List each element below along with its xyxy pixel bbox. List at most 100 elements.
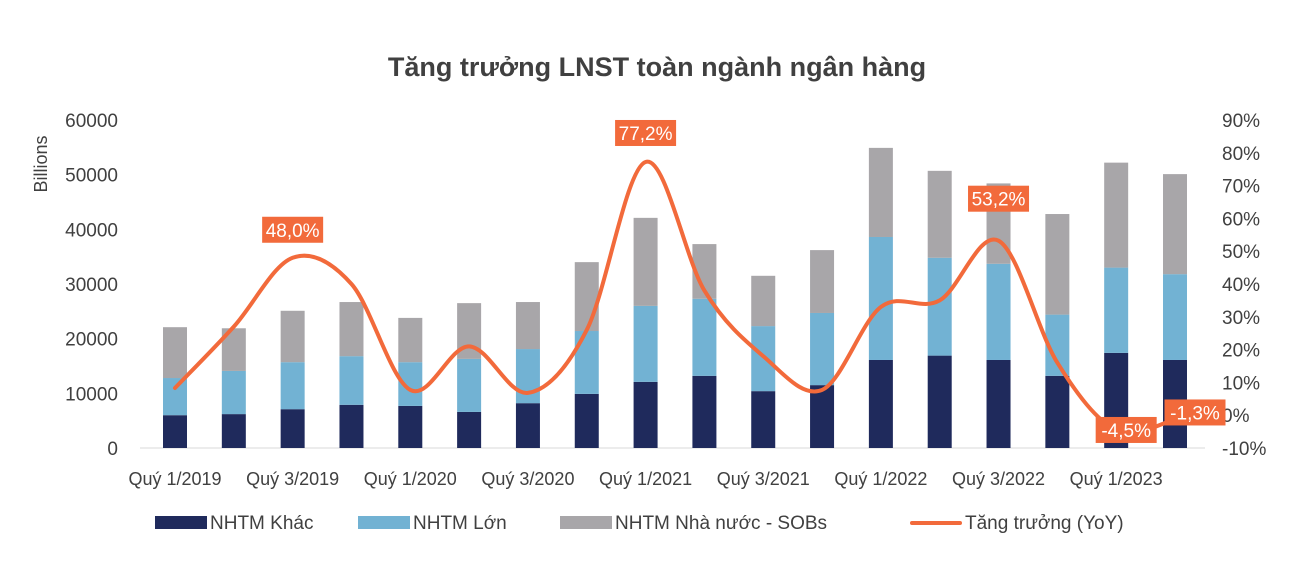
bar-nhtm-lon bbox=[869, 237, 893, 360]
x-tick-label: Quý 1/2019 bbox=[128, 469, 221, 489]
bar-nhtm-nha-nuoc bbox=[163, 327, 187, 378]
bar-nhtm-nha-nuoc bbox=[751, 276, 775, 326]
y2-tick-label: 50% bbox=[1222, 242, 1260, 263]
data-label: 48,0% bbox=[262, 217, 323, 243]
bar-nhtm-khac bbox=[987, 360, 1011, 448]
legend-item: NHTM Nhà nước - SOBs bbox=[560, 513, 827, 534]
y-tick-label: 60000 bbox=[65, 111, 118, 132]
y-tick-label: 30000 bbox=[65, 275, 118, 296]
bar-nhtm-lon bbox=[987, 264, 1011, 360]
x-tick-label: Quý 3/2022 bbox=[952, 469, 1045, 489]
y2-tick-label: 30% bbox=[1222, 308, 1260, 329]
bar-nhtm-nha-nuoc bbox=[281, 311, 305, 362]
legend-swatch bbox=[560, 516, 612, 529]
bar-nhtm-khac bbox=[457, 412, 481, 448]
y-tick-label: 40000 bbox=[65, 220, 118, 241]
bars bbox=[163, 148, 1187, 448]
legend-item: Tăng trưởng (YoY) bbox=[910, 513, 1124, 534]
chart-title: Tăng trưởng LNST toàn ngành ngân hàng bbox=[388, 52, 926, 82]
data-label-text: -4,5% bbox=[1101, 421, 1151, 442]
y2-tick-label: 20% bbox=[1222, 341, 1260, 362]
bar-nhtm-lon bbox=[163, 378, 187, 415]
legend-label: NHTM Khác bbox=[210, 513, 313, 534]
legend-label: Tăng trưởng (YoY) bbox=[965, 513, 1124, 534]
x-tick-label: Quý 1/2023 bbox=[1070, 469, 1163, 489]
data-label-text: 48,0% bbox=[266, 221, 320, 242]
bar-nhtm-nha-nuoc bbox=[928, 171, 952, 258]
bar-nhtm-lon bbox=[575, 331, 599, 394]
data-label-text: 77,2% bbox=[619, 124, 673, 145]
legend-swatch bbox=[910, 521, 962, 525]
bar-nhtm-khac bbox=[928, 356, 952, 448]
bar-nhtm-lon bbox=[634, 306, 658, 382]
bar-nhtm-lon bbox=[1104, 268, 1128, 353]
bar-nhtm-nha-nuoc bbox=[575, 262, 599, 331]
legend-swatch bbox=[155, 516, 207, 529]
bar-nhtm-lon bbox=[281, 362, 305, 409]
x-tick-label: Quý 1/2020 bbox=[364, 469, 457, 489]
y-axis-ticks: 0 10000 20000 30000 40000 50000 60000 bbox=[65, 111, 118, 460]
bar-nhtm-khac bbox=[575, 394, 599, 448]
data-label: -1,3% bbox=[1165, 399, 1226, 425]
y2-tick-label: 90% bbox=[1222, 111, 1260, 132]
bar-nhtm-lon bbox=[457, 359, 481, 412]
x-tick-label: Quý 3/2020 bbox=[481, 469, 574, 489]
data-label: 53,2% bbox=[968, 186, 1029, 212]
bar-nhtm-lon bbox=[692, 299, 716, 376]
bar-nhtm-khac bbox=[810, 385, 834, 448]
bar-nhtm-lon bbox=[222, 371, 246, 414]
y2-tick-label: 40% bbox=[1222, 275, 1260, 296]
y-tick-label: 50000 bbox=[65, 166, 118, 187]
bar-nhtm-lon bbox=[810, 313, 834, 385]
bar-nhtm-nha-nuoc bbox=[810, 250, 834, 313]
data-label: -4,5% bbox=[1096, 417, 1157, 443]
bar-nhtm-khac bbox=[281, 409, 305, 448]
y2-tick-label: 70% bbox=[1222, 177, 1260, 198]
y-tick-label: 10000 bbox=[65, 384, 118, 405]
bar-nhtm-nha-nuoc bbox=[1045, 214, 1069, 315]
data-label: 77,2% bbox=[615, 120, 676, 146]
y-axis-label: Billions bbox=[31, 135, 51, 192]
bar-nhtm-khac bbox=[339, 405, 363, 448]
bar-nhtm-nha-nuoc bbox=[516, 302, 540, 349]
legend-swatch bbox=[358, 516, 410, 529]
bar-nhtm-lon bbox=[1163, 274, 1187, 360]
bar-nhtm-nha-nuoc bbox=[398, 318, 422, 362]
y2-tick-label: 0% bbox=[1222, 406, 1250, 427]
legend-item: NHTM Lớn bbox=[358, 513, 507, 534]
bar-nhtm-nha-nuoc bbox=[1163, 174, 1187, 274]
legend: NHTM Khác NHTM Lớn NHTM Nhà nước - SOBs Tăn… bbox=[155, 513, 1124, 534]
bar-nhtm-khac bbox=[222, 414, 246, 448]
bar-nhtm-nha-nuoc bbox=[1104, 163, 1128, 268]
bar-nhtm-nha-nuoc bbox=[339, 302, 363, 356]
bar-nhtm-khac bbox=[634, 382, 658, 448]
x-tick-label: Quý 1/2022 bbox=[834, 469, 927, 489]
bar-nhtm-khac bbox=[751, 391, 775, 448]
y-tick-label: 20000 bbox=[65, 330, 118, 351]
bar-nhtm-khac bbox=[869, 360, 893, 448]
bar-nhtm-khac bbox=[516, 403, 540, 448]
y-tick-label: 0 bbox=[107, 439, 118, 460]
x-tick-label: Quý 1/2021 bbox=[599, 469, 692, 489]
y2-axis-ticks: -10% 0% 10% 20% 30% 40% 50% 60% 70% 80% 90% bbox=[1222, 111, 1266, 460]
y2-tick-label: 60% bbox=[1222, 209, 1260, 230]
bar-nhtm-khac bbox=[163, 415, 187, 448]
legend-label: NHTM Lớn bbox=[413, 513, 507, 534]
y2-tick-label: 80% bbox=[1222, 144, 1260, 165]
legend-item: NHTM Khác bbox=[155, 513, 313, 534]
bar-nhtm-khac bbox=[692, 376, 716, 448]
legend-label: NHTM Nhà nước - SOBs bbox=[615, 513, 827, 534]
x-tick-label: Quý 3/2021 bbox=[717, 469, 810, 489]
data-label-text: 53,2% bbox=[972, 190, 1026, 211]
bar-nhtm-nha-nuoc bbox=[869, 148, 893, 237]
bar-nhtm-nha-nuoc bbox=[634, 218, 658, 306]
y2-tick-label: -10% bbox=[1222, 439, 1266, 460]
bar-nhtm-khac bbox=[398, 406, 422, 448]
bar-nhtm-lon bbox=[928, 258, 952, 356]
bar-nhtm-lon bbox=[339, 356, 363, 405]
bar-nhtm-lon bbox=[516, 349, 540, 403]
y2-tick-label: 10% bbox=[1222, 373, 1260, 394]
data-label-text: -1,3% bbox=[1170, 403, 1220, 424]
